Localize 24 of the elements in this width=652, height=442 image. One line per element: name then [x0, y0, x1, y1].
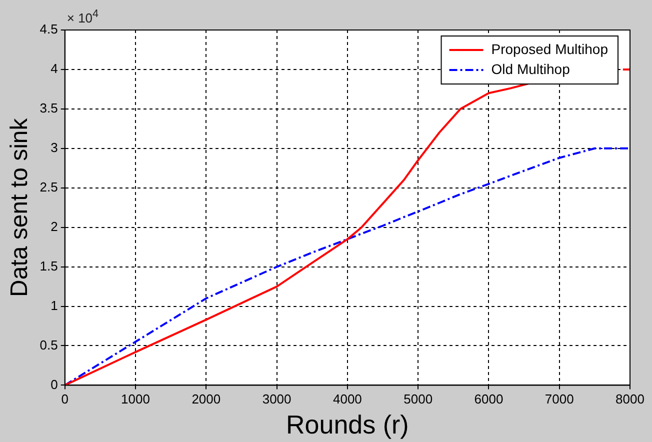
y-tick-label: 4 [50, 61, 58, 76]
y-tick-label: 0 [50, 376, 58, 392]
x-tick-label: 0 [61, 392, 68, 407]
y-tick-label: 1.5 [40, 258, 58, 274]
x-tick-label: 1000 [121, 392, 150, 407]
legend-label: Old Multihop [491, 60, 570, 77]
x-tick-label: 8000 [616, 392, 644, 407]
x-tick-label: 5000 [404, 392, 433, 407]
y-tick-label: 0.5 [40, 337, 58, 352]
legend-label: Proposed Multihop [491, 40, 608, 57]
y-tick-label: 3 [50, 140, 58, 155]
text: × 10$^{4}$ [66, 8, 99, 26]
y-tick-label: 2.5 [40, 179, 58, 194]
x-tick-label: 4000 [332, 392, 362, 407]
x-axis-title: Rounds (r) [286, 410, 409, 440]
x-tick-label: 6000 [474, 392, 504, 407]
y-tick-label: 4.5 [40, 22, 58, 37]
y-tick-label: 2 [50, 218, 58, 234]
x-tick-label: 2000 [192, 392, 221, 407]
x-tick-label: 7000 [544, 392, 574, 407]
y-tick-label: 1 [50, 298, 58, 313]
y-tick-label: 3.5 [40, 100, 58, 116]
x-tick-label: 3000 [262, 392, 292, 407]
y-axis-title: Data sent to sink [6, 117, 34, 297]
